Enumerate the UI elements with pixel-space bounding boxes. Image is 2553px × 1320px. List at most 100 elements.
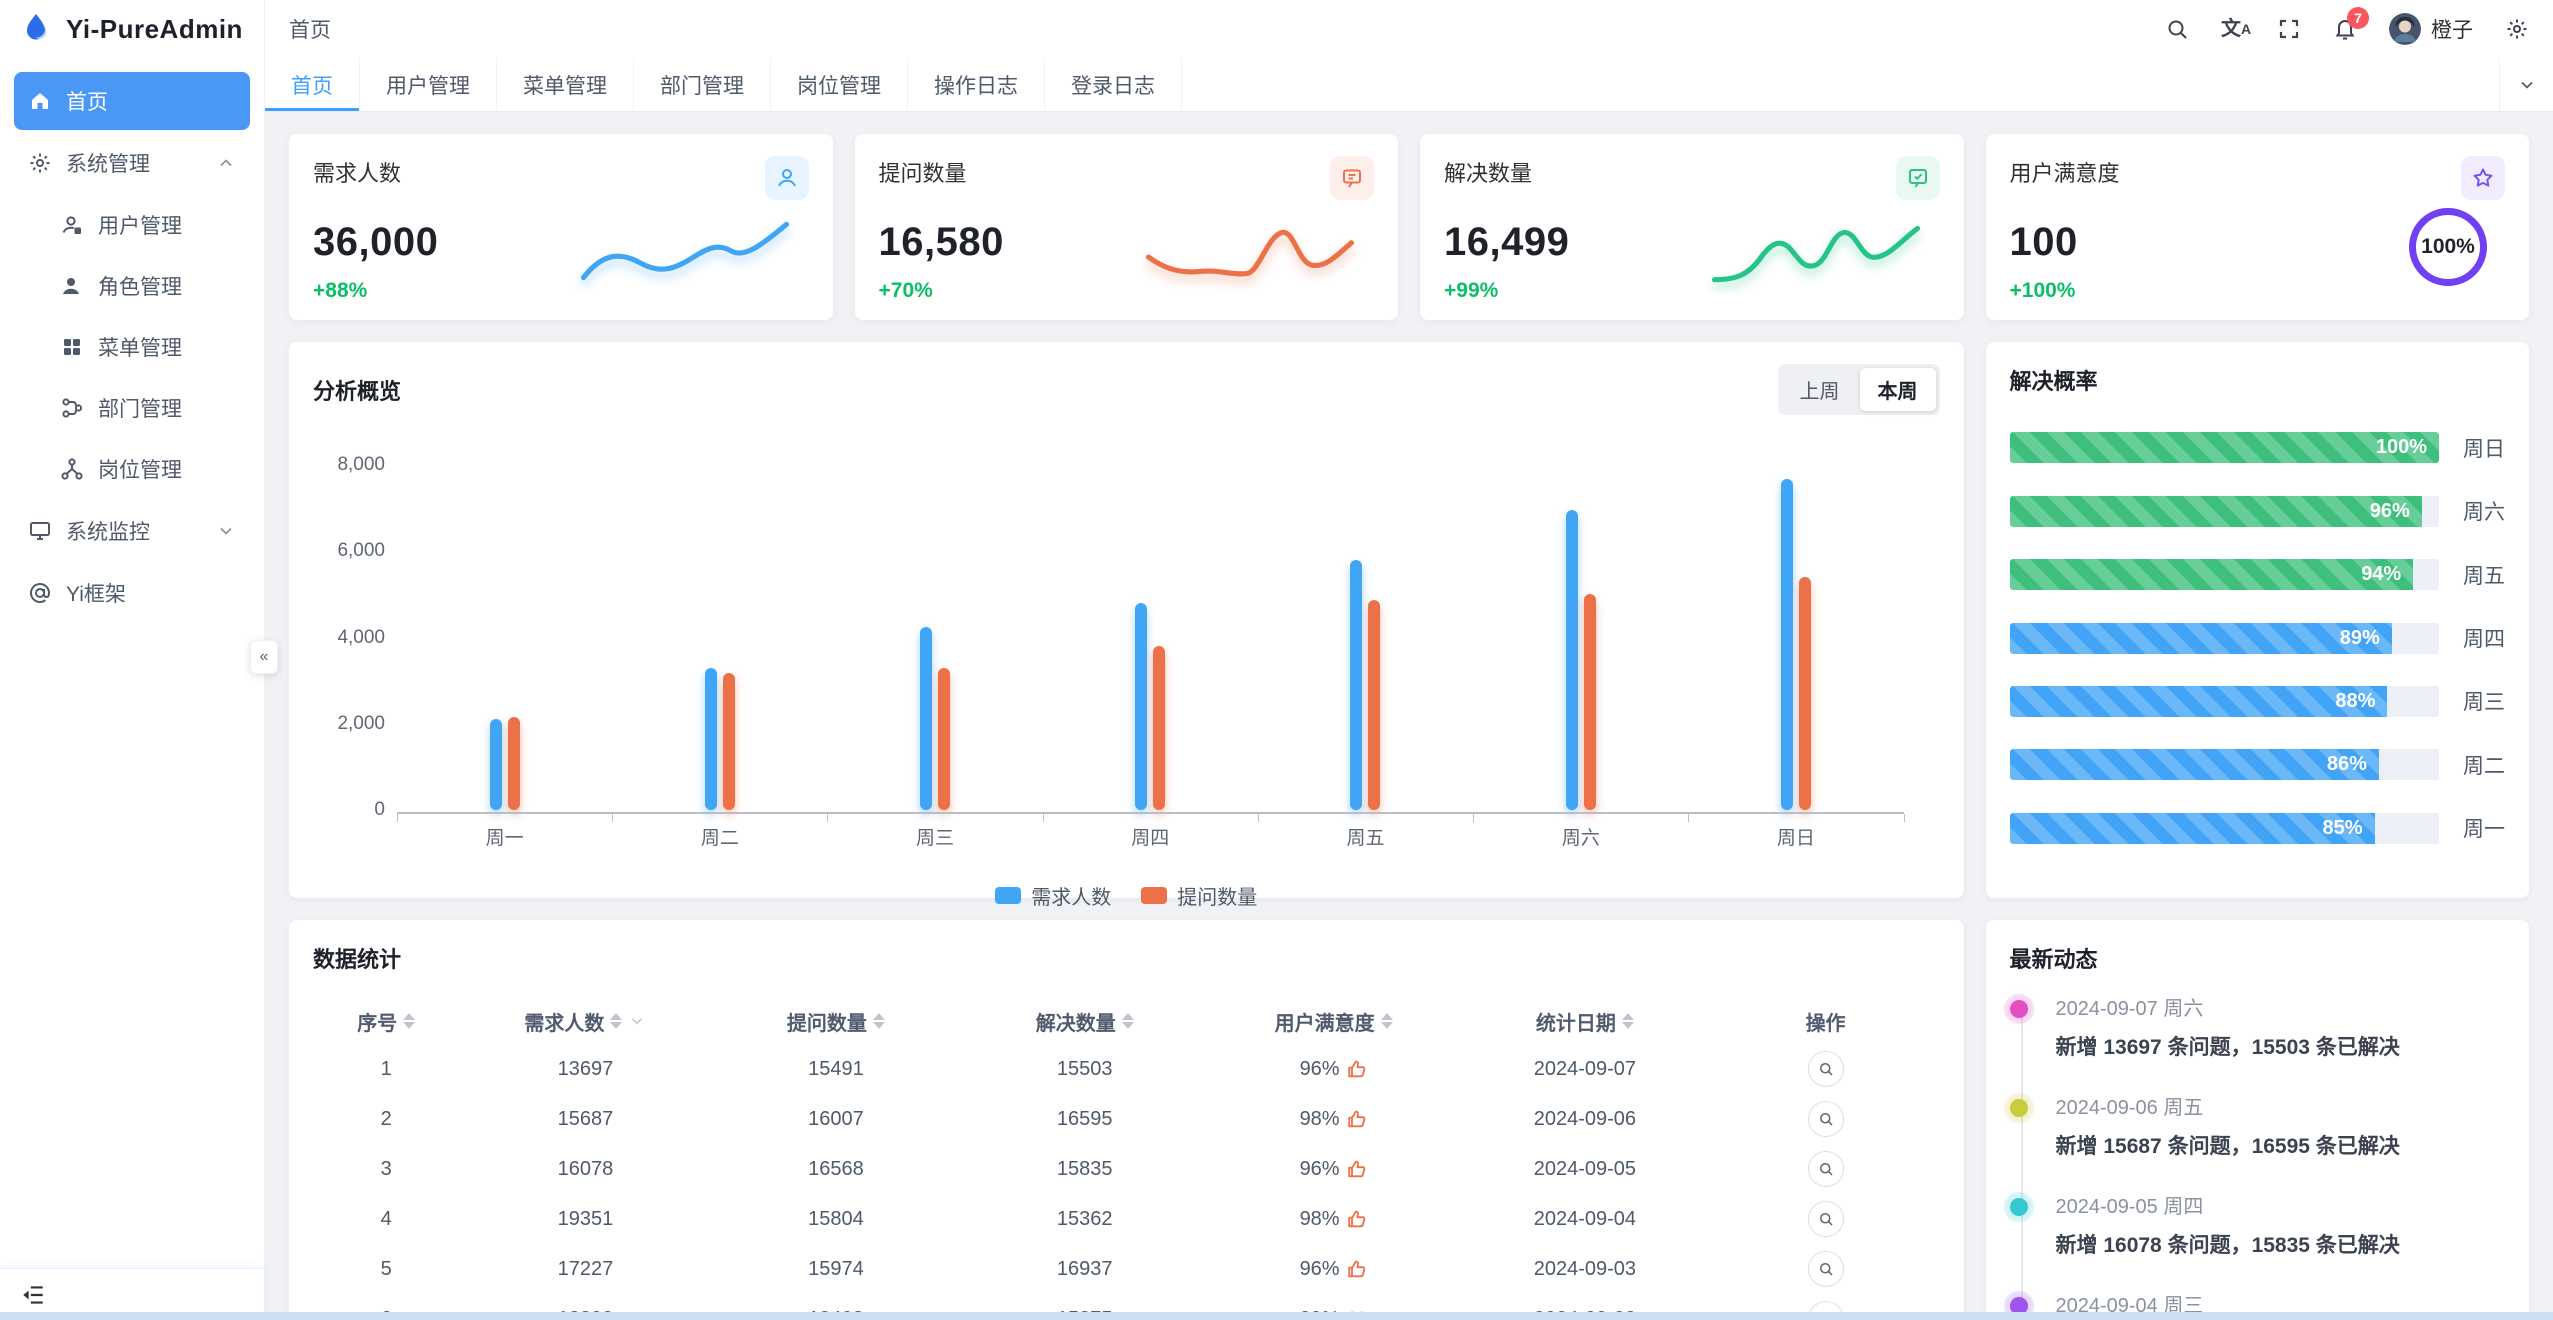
cell-value: 5 (380, 1257, 392, 1280)
column-header-1[interactable]: 序号 (313, 1007, 459, 1036)
timeline-title: 最新动态 (2009, 947, 2098, 972)
sidebar-item-system-admin[interactable]: 系统管理 (14, 134, 250, 192)
home-icon (28, 89, 52, 113)
cell-value: 15687 (557, 1107, 614, 1130)
sidebar-item-home[interactable]: 首页 (14, 72, 250, 130)
bar-group-周四 (1135, 465, 1166, 810)
sidebar-item-label: Yi框架 (66, 583, 126, 606)
sidebar-item-user-admin[interactable]: 用户管理 (14, 196, 250, 254)
column-header-4[interactable]: 解决数量 (960, 1007, 1209, 1036)
filter-chevron-icon[interactable] (628, 1012, 646, 1030)
progress-fill: 100% (2009, 432, 2440, 464)
tab-4[interactable]: 岗位管理 (771, 58, 908, 111)
view-row-button[interactable] (1807, 1051, 1844, 1087)
settings-gear-icon[interactable] (2505, 17, 2529, 41)
chevron-down-icon (216, 521, 236, 541)
menu-fold-icon[interactable] (20, 1282, 46, 1308)
cell-value: 2024-09-03 (1533, 1257, 1637, 1280)
search-icon[interactable] (2165, 17, 2189, 41)
horizontal-scrollbar[interactable] (0, 1312, 2553, 1320)
logo-drop-icon (27, 14, 47, 40)
sidebar-item-yi-framework[interactable]: Yi框架 (14, 564, 250, 622)
tab-6[interactable]: 登录日志 (1045, 58, 1182, 111)
range-button-this-week[interactable]: 本周 (1859, 368, 1936, 411)
bar-需求人数-周二[interactable] (704, 667, 717, 810)
progress-percent-label: 85% (2322, 816, 2363, 839)
tab-1[interactable]: 用户管理 (360, 58, 497, 111)
breadcrumb[interactable]: 首页 (289, 19, 331, 42)
dept-icon (60, 396, 84, 420)
post-icon (60, 457, 84, 481)
timeline-text: 新增 15687 条问题，16595 条已解决 (2055, 1135, 2400, 1158)
tabs: 首页 用户管理 菜单管理 部门管理 岗位管理 操作日志 登录日志 (265, 58, 2499, 111)
sidebar-item-dept-admin[interactable]: 部门管理 (14, 379, 250, 437)
bar-需求人数-周三[interactable] (920, 626, 933, 810)
bar-需求人数-周五[interactable] (1350, 559, 1363, 810)
cell-value: 16007 (808, 1107, 864, 1130)
view-row-button[interactable] (1807, 1201, 1844, 1237)
tab-home[interactable]: 首页 (265, 58, 360, 111)
notification-bell-icon[interactable]: 7 (2333, 7, 2369, 41)
bar-提问数量-周日[interactable] (1798, 577, 1811, 810)
legend-item-提问数量[interactable]: 提问数量 (1141, 881, 1257, 910)
cell-solved: 15362 (960, 1208, 1209, 1231)
cell-satisfaction: 96% (1209, 1258, 1458, 1281)
bar-需求人数-周日[interactable] (1780, 478, 1793, 810)
y-axis-label: 0 (374, 799, 385, 820)
sort-carets-icon[interactable] (1380, 1013, 1393, 1029)
sidebar-item-post-admin[interactable]: 岗位管理 (14, 440, 250, 498)
column-header-6[interactable]: 统计日期 (1458, 1007, 1712, 1036)
bar-需求人数-周一[interactable] (489, 719, 502, 810)
cell-questions: 15974 (711, 1258, 960, 1281)
progress-track: 96% (2009, 495, 2439, 527)
monitor-icon (28, 519, 52, 543)
app-logo[interactable]: Yi-PureAdmin (0, 0, 264, 58)
bar-需求人数-周六[interactable] (1565, 510, 1578, 810)
sort-carets-icon[interactable] (872, 1013, 885, 1029)
column-header-label: 序号 (357, 1012, 398, 1035)
sort-carets-icon[interactable] (1621, 1013, 1634, 1029)
bar-提问数量-周二[interactable] (722, 672, 735, 810)
sidebar-item-menu-admin[interactable]: 菜单管理 (14, 318, 250, 376)
sparkline (580, 221, 789, 281)
column-header-2[interactable]: 需求人数 (459, 1007, 711, 1036)
bar-提问数量-周四[interactable] (1153, 646, 1166, 810)
bar-提问数量-周三[interactable] (938, 667, 951, 810)
tab-5[interactable]: 操作日志 (908, 58, 1045, 111)
cell-value: 96% (1299, 1157, 1340, 1180)
view-row-button[interactable] (1807, 1151, 1844, 1187)
sidebar-collapse-button[interactable]: « (250, 640, 278, 674)
bar-需求人数-周四[interactable] (1135, 603, 1148, 810)
column-header-3[interactable]: 提问数量 (711, 1007, 960, 1036)
tab-3[interactable]: 部门管理 (634, 58, 771, 111)
tab-2[interactable]: 菜单管理 (497, 58, 634, 111)
bar-提问数量-周五[interactable] (1368, 599, 1381, 810)
sidebar-item-role-admin[interactable]: 角色管理 (14, 257, 250, 315)
legend-swatch (1141, 887, 1168, 904)
bar-提问数量-周一[interactable] (507, 717, 520, 810)
cell-actions (1712, 1251, 1940, 1287)
user-menu[interactable]: 橙子 (2389, 13, 2473, 45)
sidebar-item-system-monitor[interactable]: 系统监控 (14, 502, 250, 560)
bar-提问数量-周六[interactable] (1583, 594, 1596, 810)
view-row-button[interactable] (1807, 1101, 1844, 1137)
view-row-button[interactable] (1807, 1251, 1844, 1287)
sort-carets-icon[interactable] (610, 1013, 623, 1029)
fullscreen-icon[interactable] (2277, 17, 2301, 41)
legend-label: 需求人数 (1031, 887, 1112, 909)
bar-group-周五 (1350, 465, 1381, 810)
sort-carets-icon[interactable] (403, 1013, 416, 1029)
cell-value: 15835 (1056, 1157, 1113, 1180)
sort-carets-icon[interactable] (1121, 1013, 1134, 1029)
cell-value: 16937 (1056, 1257, 1113, 1280)
cell-satisfaction: 96% (1209, 1058, 1458, 1081)
cell-value: 2024-09-04 (1533, 1207, 1637, 1230)
range-button-last-week[interactable]: 上周 (1782, 368, 1858, 411)
cell-date: 2024-09-03 (1458, 1258, 1712, 1281)
column-header-5[interactable]: 用户满意度 (1209, 1007, 1458, 1036)
legend-item-需求人数[interactable]: 需求人数 (995, 881, 1111, 910)
user-badge-icon (60, 213, 84, 237)
tabs-dropdown-chevron-icon[interactable] (2499, 58, 2553, 111)
